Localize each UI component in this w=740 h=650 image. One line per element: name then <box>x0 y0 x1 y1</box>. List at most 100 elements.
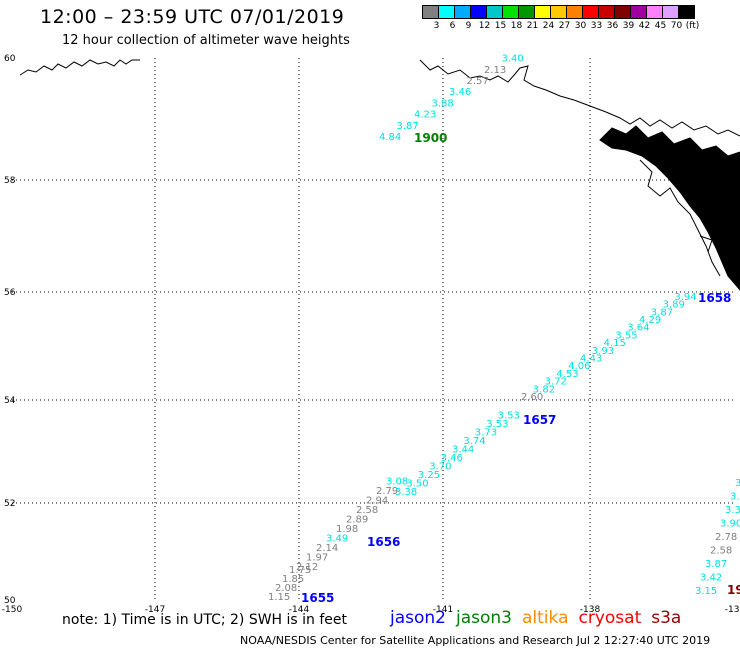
satellite-altika-label: altika <box>522 608 569 628</box>
satellite-cryosat-label: cryosat <box>578 608 642 628</box>
swh-value: 2.94 <box>366 496 388 507</box>
coastline-north <box>19 59 140 76</box>
swh-value: 3.82 <box>533 384 555 395</box>
swh-value: 1.85 <box>282 574 304 585</box>
swh-value: 4.43 <box>580 354 602 365</box>
swh-value: 3.50 <box>406 479 428 490</box>
legend-label: 30 <box>574 21 587 31</box>
swh-value: 2.13 <box>484 65 506 76</box>
lon-tick-label: -144 <box>289 605 310 615</box>
legend-label: 24 <box>542 21 555 31</box>
swh-value: 3.25 <box>418 470 440 481</box>
legend-label: 18 <box>510 21 523 31</box>
swh-value: 3.44 <box>452 445 474 456</box>
legend-label: 15 <box>494 21 507 31</box>
coastline-gulf <box>419 59 740 137</box>
swh-value: 1.97 <box>306 553 328 564</box>
page-subtitle: 12 hour collection of altimeter wave hei… <box>62 33 350 48</box>
swh-value: 2.58 <box>710 546 732 557</box>
legend-label: 45 <box>654 21 667 31</box>
pass-time-label: 1656 <box>367 535 400 549</box>
lat-tick-label: 54 <box>4 396 16 406</box>
legend-label: (ft) <box>685 21 700 31</box>
swh-value: 3.3 <box>725 505 740 516</box>
swh-value: 3.94 <box>674 292 696 303</box>
swh-value: 2.79 <box>376 486 398 497</box>
swh-value: 3.88 <box>432 98 454 109</box>
swh-value: 4.53 <box>556 369 578 380</box>
swh-value: 4.15 <box>604 338 626 349</box>
lon-tick-label: -141 <box>433 605 453 615</box>
legend-label: 33 <box>590 21 603 31</box>
swh-value: 3.93 <box>592 346 614 357</box>
altimeter-tracks: 4.843.874.233.883.462.572.133.4019001.15… <box>268 54 740 605</box>
swh-value: 2.89 <box>346 515 368 526</box>
lon-tick-label: -134 <box>725 605 740 615</box>
swh-value: 3.87 <box>705 559 727 570</box>
lat-lon-grid: -150 -147 -144 -141 -138 -134 60 58 56 54 52 50 <box>2 54 740 615</box>
swh-value: 2.08 <box>275 583 297 594</box>
swh-value: 3.46 <box>441 453 463 464</box>
swh-value: 3.64 <box>627 323 649 334</box>
page-title: 12:00 – 23:59 UTC 07/01/2019 <box>40 6 345 28</box>
swh-value: 3.70 <box>429 462 451 473</box>
credit-line: NOAA/NESDIS Center for Satellite Applica… <box>240 634 711 647</box>
color-legend: 3 6 9 12 15 18 21 24 27 30 33 36 39 42 45 70 (ft) <box>422 5 700 31</box>
swh-value: 3.87 <box>397 121 419 132</box>
satellite-jason2-label: jason2 <box>390 608 446 628</box>
swh-value: 1.15 <box>268 592 290 603</box>
swh-value: 2.58 <box>356 505 378 516</box>
islands <box>619 137 721 277</box>
swh-value: 1.75 <box>289 565 311 576</box>
swh-value: 2.12 <box>296 562 318 573</box>
swh-value: 4.23 <box>414 110 436 121</box>
swh-value: 3.46 <box>449 87 471 98</box>
swh-value: 3.49 <box>326 534 348 545</box>
swh-value: 2.60 <box>521 392 543 403</box>
pass-time-label: 1657 <box>523 413 556 427</box>
swh-value: 2.78 <box>715 532 737 543</box>
footnote: note: 1) Time is in UTC; 2) SWH is in fe… <box>62 612 348 628</box>
swh-value: 3.53 <box>498 411 520 422</box>
legend-label: 70 <box>670 21 683 31</box>
swh-value: 2.14 <box>316 543 338 554</box>
lon-tick-label: -150 <box>2 605 23 615</box>
swh-value: 3.72 <box>545 377 567 388</box>
lat-tick-label: 58 <box>4 176 16 186</box>
alaska-coastline <box>19 59 740 291</box>
legend-label: 27 <box>558 21 571 31</box>
lat-tick-label: 50 <box>4 596 16 606</box>
swh-value: 4.29 <box>639 315 661 326</box>
swh-value: 3.53 <box>486 419 508 430</box>
swh-value: 3.89 <box>663 300 685 311</box>
swh-value: 3.90 <box>720 519 740 530</box>
legend-label: 9 <box>465 21 472 31</box>
swh-value: 3.42 <box>700 573 722 584</box>
swh-value: 3.40 <box>502 54 524 65</box>
legend-label: 21 <box>526 21 539 31</box>
swh-value: 4.84 <box>379 132 401 143</box>
lat-tick-label: 52 <box>4 499 15 509</box>
legend-label: 42 <box>638 21 651 31</box>
legend-label: 3 <box>433 21 440 31</box>
legend-label: 36 <box>606 21 619 31</box>
swh-value: 3.74 <box>463 436 485 447</box>
legend-labels: 3 6 9 12 15 18 21 24 27 30 33 36 39 42 45 70 (ft) <box>422 19 700 31</box>
legend-swatch <box>678 5 695 19</box>
legend-label: 39 <box>622 21 635 31</box>
swh-value: 3.55 <box>615 330 637 341</box>
swh-value: 3. <box>730 492 740 503</box>
pass-time-label: 1655 <box>301 591 334 605</box>
lon-tick-label: -138 <box>580 605 601 615</box>
pass-time-label: 1658 <box>698 291 731 305</box>
pass-time-label: 1900 <box>414 131 447 145</box>
lat-tick-label: 56 <box>4 288 16 298</box>
swh-value: 2.57 <box>467 76 489 87</box>
legend-label: 12 <box>478 21 491 31</box>
swh-value: 3.08 <box>386 477 408 488</box>
southeast-alaska-landmass <box>599 125 740 291</box>
swh-value: 3.73 <box>475 428 497 439</box>
satellite-s3a-label: s3a <box>651 608 682 628</box>
swh-value: 4.06 <box>568 361 590 372</box>
